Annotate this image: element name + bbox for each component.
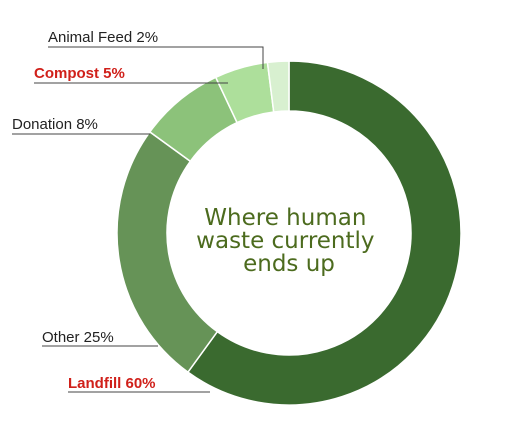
- label-animal-feed: Animal Feed 2%: [48, 29, 158, 46]
- label-landfill: Landfill 60%: [68, 375, 156, 392]
- donut-slices: [116, 60, 462, 406]
- slice-animal-feed: [266, 60, 290, 113]
- chart-title-line-1: Where human: [204, 205, 366, 231]
- label-compost: Compost 5%: [34, 65, 125, 82]
- leader-lines: [12, 46, 264, 393]
- chart-title-line-3: ends up: [243, 251, 335, 277]
- chart-title: Where human waste currently ends up: [196, 205, 382, 277]
- chart-title-line-2: waste currently: [196, 228, 374, 254]
- label-donation: Donation 8%: [12, 116, 98, 133]
- leader-line-animal-feed: [48, 46, 264, 69]
- label-other: Other 25%: [42, 329, 114, 346]
- slice-landfill: [186, 60, 462, 406]
- slice-labels: Landfill 60% Other 25% Donation 8% Compost …: [12, 29, 158, 392]
